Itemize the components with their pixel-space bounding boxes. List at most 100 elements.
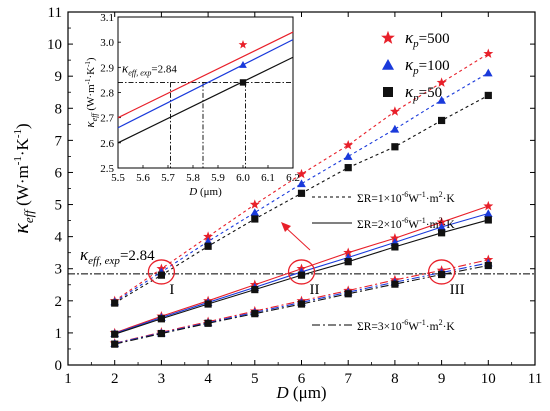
highlight-circle: [147, 259, 176, 285]
inset-y-tick-label: 2.8: [100, 88, 114, 100]
data-point-R3-k50: [251, 310, 259, 318]
data-point-R2-k50: [484, 216, 492, 224]
x-tick-label: 9: [438, 371, 446, 387]
y-tick-label: 8: [55, 101, 63, 117]
data-point-R1-k500: [343, 139, 354, 150]
data-point-R3-k50: [438, 270, 446, 279]
data-point-R2-k500: [343, 247, 354, 257]
inset-x-axis-title: D (μm): [188, 186, 222, 198]
legend-label-kappa: κp=50: [405, 82, 442, 104]
inset-x-tick-label: 5.8: [186, 172, 200, 184]
legend-marker-kκp=100: [382, 59, 394, 70]
inset-series-line-k50: [117, 56, 294, 144]
inset-y-tick-label: 2.9: [100, 62, 114, 74]
inset-y-tick-label: 2.7: [100, 113, 114, 125]
data-point-R1-k100: [390, 124, 400, 133]
x-tick-label: 1: [64, 371, 72, 387]
arrow-head: [281, 222, 291, 232]
data-point-R1-k500: [389, 106, 400, 116]
data-point-R1-k50: [484, 91, 492, 100]
arrow-shaft: [283, 225, 311, 251]
legend-label-kappa: κp=500: [405, 28, 450, 50]
inset-frame: [117, 16, 294, 169]
data-point-R2-k50: [297, 271, 306, 279]
data-point-R3-k50: [204, 319, 212, 327]
y-tick-label: 2: [55, 294, 63, 310]
legend-label-R3: ΣR=3×10-6W-1·m2·K: [357, 318, 455, 333]
x-tick-label: 6: [298, 371, 306, 387]
data-point-R1-k500: [436, 77, 447, 87]
inset-x-tick-label: 5.6: [136, 172, 150, 184]
data-point-R2-k100: [437, 222, 446, 231]
data-point-R1-k100: [250, 208, 260, 217]
legend-label-R2: ΣR=2×10-6W-1·m2·K: [357, 216, 455, 231]
data-point-R3-k50: [344, 290, 352, 298]
data-point-R1-k500: [249, 199, 260, 209]
y-tick-label: 3: [55, 262, 63, 278]
inset-x-tick-label: 5.7: [161, 172, 175, 184]
data-point-R1-k500: [296, 168, 307, 179]
x-tick-label: 4: [204, 371, 212, 387]
inset-x-tick-label: 6.2: [286, 172, 300, 184]
data-point-R1-k50: [344, 164, 352, 172]
legend-label-kappa: κp=100: [405, 55, 450, 77]
data-point-R2-k50: [391, 243, 399, 251]
data-point-R2-k50: [344, 258, 352, 266]
legend-marker-kκp=50: [383, 87, 393, 97]
legend-marker-kκp=500: [381, 30, 395, 44]
data-point-R1-k50: [438, 116, 446, 125]
data-point-R1-k50: [111, 299, 119, 307]
series-line-R1-k100: [114, 72, 489, 303]
y-axis-title: κeff (W·m-1·K-1): [8, 123, 36, 233]
inset-y-tick-label: 2.6: [100, 138, 114, 150]
data-point-R2-k50: [251, 285, 259, 294]
legend-label-R1: ΣR=1×10-6W-1·m2·K: [357, 190, 455, 205]
inset-x-tick-label: 6.1: [261, 172, 275, 184]
data-point-R1-k100: [437, 95, 446, 104]
data-point-R1-k100: [343, 152, 353, 160]
x-tick-label: 10: [481, 371, 496, 387]
highlight-label-I: I: [169, 282, 174, 298]
inset-y-tick-label: 2.5: [100, 163, 114, 175]
y-tick-label: 10: [47, 37, 62, 53]
data-point-R1-k100: [483, 68, 493, 77]
data-point-R3-k50: [297, 300, 306, 308]
x-tick-label: 7: [344, 371, 352, 387]
data-point-R1-k50: [204, 242, 212, 250]
y-tick-label: 1: [55, 326, 63, 342]
series-line-R1-k500: [114, 53, 489, 302]
data-point-R1-k50: [297, 189, 306, 197]
y-tick-label: 7: [55, 133, 63, 149]
inset-x-tick-label: 5.9: [211, 172, 225, 184]
data-point-R3-k50: [391, 280, 399, 288]
y-tick-label: 0: [55, 358, 63, 374]
reference-line-label: κeff, exp=2.84: [80, 245, 155, 267]
highlight-label-III: III: [450, 282, 465, 298]
inset-y-axis-title: κeff (W·m-1·K-1): [82, 57, 99, 128]
highlight-label-II: II: [310, 282, 320, 298]
data-point-R2-k50: [157, 315, 165, 323]
inset-x-tick-label: 5.5: [111, 172, 125, 184]
inset-series-line-k500: [117, 31, 294, 119]
data-point-R2-k100: [483, 209, 493, 217]
data-point-R1-k500: [203, 231, 214, 241]
data-point-R1-k50: [391, 143, 399, 151]
data-point-R2-k50: [204, 300, 212, 308]
x-axis-title: D (μm): [275, 383, 326, 402]
y-tick-label: 5: [55, 198, 63, 214]
highlight-circle: [287, 259, 316, 285]
data-point-R2-k500: [436, 216, 447, 227]
inset-reference-label: κeff, exp=2.84: [122, 60, 177, 77]
data-point-R1-k50: [157, 271, 165, 279]
data-point-R1-k100: [297, 179, 306, 188]
data-point-R1-k50: [251, 215, 259, 223]
data-point-R3-k50: [484, 261, 492, 270]
inset-marker-k500: [238, 40, 248, 49]
x-tick-label: 3: [158, 371, 166, 387]
y-tick-label: 9: [55, 69, 63, 85]
data-point-R2-k500: [483, 200, 494, 211]
x-tick-label: 2: [111, 371, 119, 387]
y-tick-label: 6: [55, 165, 63, 181]
